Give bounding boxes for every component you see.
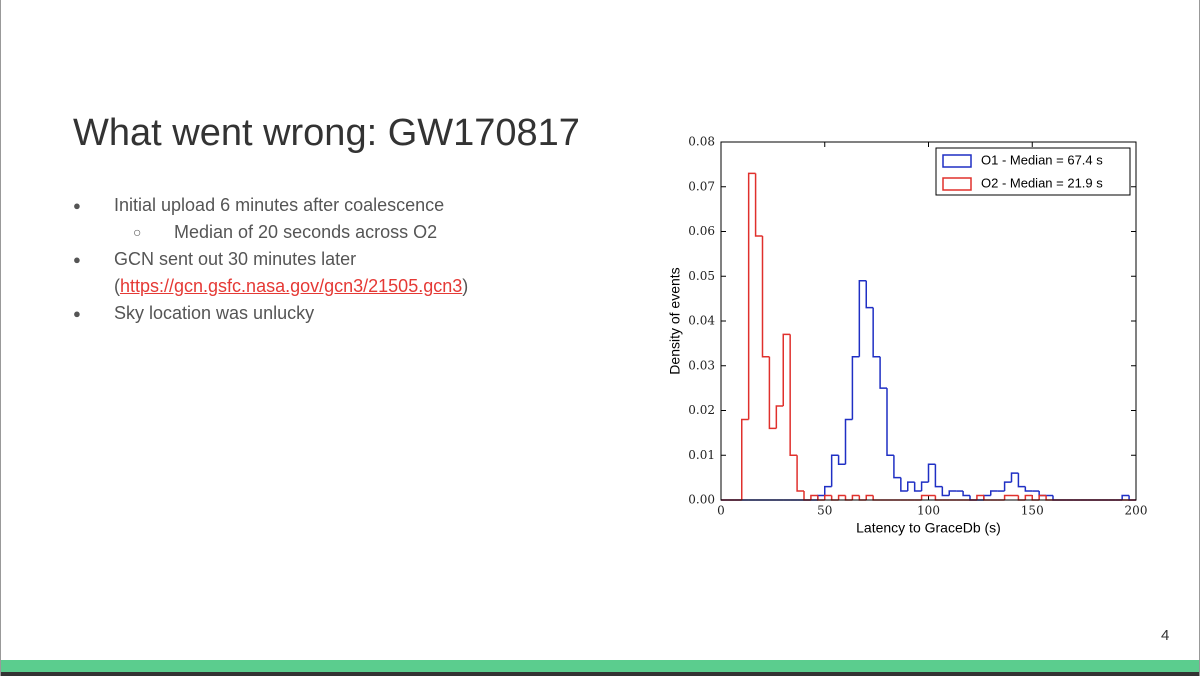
histogram-step xyxy=(865,494,874,500)
histogram-step xyxy=(962,491,970,497)
footer-line xyxy=(1,672,1199,676)
x-tick-label: 100 xyxy=(917,504,940,518)
histogram-step xyxy=(810,494,818,500)
y-tick-label: 0.01 xyxy=(688,448,715,462)
histogram-step xyxy=(837,455,846,465)
histogram-step xyxy=(920,481,929,492)
x-tick-label: 0 xyxy=(717,504,725,518)
y-tick-label: 0.08 xyxy=(688,135,715,149)
bullet-list: Initial upload 6 minutes after coalescen… xyxy=(73,192,593,327)
histogram-step xyxy=(927,463,936,483)
histogram-step xyxy=(886,388,894,456)
histogram-step xyxy=(768,356,777,430)
legend-label: O1 - Median = 67.4 s xyxy=(981,152,1103,167)
histogram-step xyxy=(1003,481,1012,492)
histogram-step xyxy=(879,356,887,389)
footer-bar xyxy=(1,660,1199,672)
histogram-step xyxy=(948,490,957,496)
legend-box xyxy=(935,147,1131,196)
histogram-step xyxy=(830,454,839,487)
histogram-step xyxy=(851,356,860,420)
bullet-text: GCN sent out 30 minutes later xyxy=(114,249,357,269)
histogram-step xyxy=(824,494,832,500)
bullet: Sky location was unlucky xyxy=(73,300,593,327)
histogram-step xyxy=(913,482,922,492)
legend-swatch xyxy=(942,154,972,168)
histogram-step xyxy=(893,455,901,479)
histogram-step xyxy=(990,490,998,496)
y-tick-label: 0.04 xyxy=(688,314,715,328)
slide-title: What went wrong: GW170817 xyxy=(73,112,580,154)
histogram-step xyxy=(1024,486,1033,492)
y-tick-label: 0.07 xyxy=(688,179,715,193)
histogram-step xyxy=(837,494,846,500)
y-axis-label: Density of events xyxy=(667,267,683,374)
paren: ( xyxy=(114,276,120,296)
histogram-step xyxy=(741,418,749,500)
x-tick-label: 200 xyxy=(1125,504,1148,518)
histogram-step xyxy=(1024,494,1033,500)
histogram-step xyxy=(1017,473,1026,488)
histogram-step xyxy=(872,495,881,501)
y-tick-label: 0.05 xyxy=(688,269,715,283)
histogram-step xyxy=(934,464,943,488)
histogram-step xyxy=(941,486,950,497)
x-axis-label: Latency to GraceDb (s) xyxy=(856,520,1001,536)
x-tick-label: 150 xyxy=(1021,504,1044,518)
histogram-step xyxy=(747,172,756,420)
histogram-step xyxy=(754,173,763,237)
histogram-step xyxy=(1031,495,1040,501)
histogram-step xyxy=(803,491,811,501)
histogram-step xyxy=(872,307,881,358)
histogram-step xyxy=(1017,495,1026,501)
plot-frame xyxy=(720,141,1137,501)
histogram-step xyxy=(858,495,867,501)
histogram-step xyxy=(782,333,791,407)
legend-swatch xyxy=(942,177,972,191)
histogram-step xyxy=(844,495,853,501)
paren: ) xyxy=(462,276,469,296)
histogram-step xyxy=(844,418,853,465)
histogram-step xyxy=(830,495,839,501)
bullet-text: Initial upload 6 minutes after coalescen… xyxy=(114,195,445,215)
legend-label: O2 - Median = 21.9 s xyxy=(981,175,1103,190)
histogram-step xyxy=(1121,494,1130,500)
histogram-step xyxy=(796,455,804,492)
sub-bullet: Median of 20 seconds across O2 xyxy=(133,219,653,246)
histogram-step xyxy=(976,494,984,500)
histogram-step xyxy=(858,279,867,357)
bullet: GCN sent out 30 minutes later (https://gc… xyxy=(73,246,593,300)
histogram-step xyxy=(824,485,832,496)
bullet: Initial upload 6 minutes after coalescen… xyxy=(73,192,593,246)
histogram-step xyxy=(1038,494,1047,500)
y-tick-label: 0.03 xyxy=(688,358,715,372)
histogram-step xyxy=(865,280,874,309)
histogram-step xyxy=(920,494,929,500)
histogram-step xyxy=(761,235,770,358)
y-tick-label: 0.00 xyxy=(688,493,715,507)
link[interactable]: https://gcn.gsfc.nasa.gov/gcn3/21505.gcn… xyxy=(120,276,463,296)
sub-list: Median of 20 seconds across O2 xyxy=(114,219,653,246)
histogram-step xyxy=(851,494,860,500)
histogram-step xyxy=(775,405,784,429)
histogram-step xyxy=(1010,472,1019,483)
y-tick-label: 0.02 xyxy=(688,403,715,417)
y-tick-label: 0.06 xyxy=(688,224,715,238)
histogram-step xyxy=(907,481,915,492)
histogram-step xyxy=(900,477,908,492)
page-number: 4 xyxy=(1161,627,1170,644)
histogram-step xyxy=(1003,494,1012,500)
histogram-step xyxy=(789,334,798,456)
x-tick-label: 50 xyxy=(817,504,832,518)
histogram-step xyxy=(934,495,943,501)
